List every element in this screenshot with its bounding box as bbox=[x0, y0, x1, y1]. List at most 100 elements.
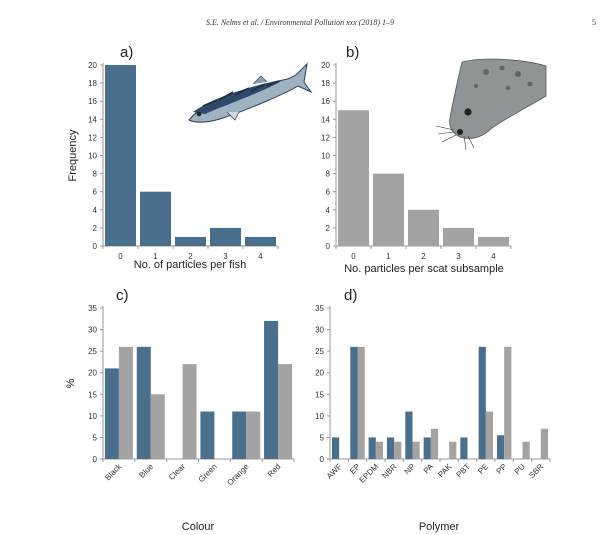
x-axis-title: Polymer bbox=[419, 521, 460, 533]
bar-fish bbox=[423, 437, 431, 459]
bar-scat bbox=[357, 346, 365, 459]
x-axis-title: Colour bbox=[182, 521, 215, 533]
bar-value bbox=[478, 236, 509, 246]
bar-scat bbox=[485, 411, 494, 459]
x-tick-label: Green bbox=[197, 462, 219, 484]
y-tick-label: 14 bbox=[321, 115, 330, 124]
bar-fish bbox=[496, 435, 505, 459]
bar-scat bbox=[412, 441, 420, 459]
x-tick-label: PE bbox=[476, 462, 490, 476]
x-tick-label: EP bbox=[348, 462, 362, 476]
x-tick-label: 0 bbox=[351, 252, 356, 261]
y-tick-label: 0 bbox=[326, 242, 331, 251]
y-tick-label: 0 bbox=[320, 455, 325, 464]
y-tick-label: 6 bbox=[93, 188, 98, 197]
bar-value bbox=[408, 209, 439, 246]
page-number: 5 bbox=[592, 18, 596, 27]
x-tick-label: Orange bbox=[225, 462, 251, 488]
x-tick-label: 2 bbox=[421, 252, 426, 261]
y-tick-label: 2 bbox=[326, 224, 331, 233]
bar-value bbox=[338, 110, 369, 246]
y-tick-label: 18 bbox=[88, 79, 97, 88]
bar-scat bbox=[246, 411, 261, 459]
x-axis-title: No. particles per scat subsample bbox=[344, 263, 504, 275]
bar-fish bbox=[350, 346, 358, 459]
y-axis-title: % bbox=[65, 378, 77, 388]
bar-scat bbox=[150, 394, 165, 459]
page-header-citation: S.E. Nelms et al. / Environmental Pollut… bbox=[205, 18, 395, 27]
y-tick-label: 8 bbox=[326, 170, 331, 179]
x-tick-label: PAK bbox=[436, 462, 454, 480]
x-tick-label: 1 bbox=[153, 252, 158, 261]
y-tick-label: 35 bbox=[88, 304, 97, 313]
y-tick-label: 5 bbox=[320, 433, 325, 442]
bar-value bbox=[373, 173, 404, 246]
bar-fish bbox=[460, 437, 468, 459]
x-tick-label: PU bbox=[513, 462, 527, 476]
bar-fish bbox=[200, 411, 215, 459]
bar-value bbox=[175, 236, 206, 246]
bar-scat bbox=[504, 346, 512, 459]
bar-fish bbox=[368, 437, 376, 459]
y-tick-label: 20 bbox=[88, 369, 97, 378]
y-tick-label: 20 bbox=[315, 369, 324, 378]
x-tick-label: 3 bbox=[223, 252, 228, 261]
bar-fish bbox=[478, 346, 486, 459]
y-tick-label: 16 bbox=[88, 97, 97, 106]
y-tick-label: 10 bbox=[88, 152, 97, 161]
x-tick-label: NBR bbox=[380, 462, 398, 480]
bar-fish bbox=[386, 437, 395, 459]
y-tick-label: 10 bbox=[321, 152, 330, 161]
y-tick-label: 6 bbox=[326, 188, 331, 197]
y-tick-label: 2 bbox=[93, 224, 98, 233]
x-tick-label: Red bbox=[266, 462, 283, 479]
y-axis-title: Frequency bbox=[67, 129, 79, 181]
x-tick-label: NP bbox=[403, 462, 417, 476]
x-tick-label: 2 bbox=[188, 252, 193, 261]
bar-scat bbox=[540, 428, 549, 459]
y-tick-label: 12 bbox=[321, 133, 330, 142]
x-tick-label: PBT bbox=[455, 462, 472, 479]
x-tick-label: PA bbox=[422, 462, 436, 476]
y-tick-label: 10 bbox=[88, 412, 97, 421]
x-tick-label: 3 bbox=[456, 252, 461, 261]
bar-fish bbox=[104, 368, 119, 459]
bar-fish bbox=[405, 411, 413, 459]
y-tick-label: 30 bbox=[315, 326, 324, 335]
y-tick-label: 15 bbox=[315, 390, 324, 399]
bar-value bbox=[245, 236, 276, 246]
x-tick-label: EPDM bbox=[358, 462, 381, 485]
x-tick-label: AWF bbox=[325, 462, 344, 481]
bar-scat bbox=[118, 346, 133, 459]
x-tick-label: 4 bbox=[491, 252, 496, 261]
y-tick-label: 8 bbox=[93, 170, 98, 179]
y-tick-label: 5 bbox=[93, 433, 98, 442]
x-tick-label: 4 bbox=[258, 252, 263, 261]
y-tick-label: 20 bbox=[88, 61, 97, 70]
y-tick-label: 10 bbox=[315, 412, 324, 421]
y-tick-label: 35 bbox=[315, 304, 324, 313]
y-tick-label: 4 bbox=[326, 206, 331, 215]
bar-fish bbox=[232, 411, 247, 459]
panel-label: b) bbox=[346, 44, 359, 61]
bar-fish bbox=[136, 346, 151, 459]
panel-label: c) bbox=[116, 287, 129, 304]
panel-label: d) bbox=[344, 287, 357, 304]
bar-scat bbox=[394, 441, 402, 459]
bar-value bbox=[140, 191, 171, 246]
y-tick-label: 0 bbox=[93, 455, 98, 464]
bar-scat bbox=[375, 441, 384, 459]
y-tick-label: 16 bbox=[321, 97, 330, 106]
panel-label: a) bbox=[120, 44, 133, 61]
y-tick-label: 4 bbox=[93, 206, 98, 215]
y-tick-label: 18 bbox=[321, 79, 330, 88]
y-tick-label: 12 bbox=[88, 133, 97, 142]
bar-scat bbox=[449, 441, 457, 459]
bar-scat bbox=[182, 364, 197, 459]
x-tick-label: PP bbox=[495, 462, 509, 476]
bar-fish bbox=[264, 320, 279, 459]
bar-scat bbox=[522, 441, 530, 459]
bar-value bbox=[210, 227, 241, 246]
y-tick-label: 25 bbox=[315, 347, 324, 356]
